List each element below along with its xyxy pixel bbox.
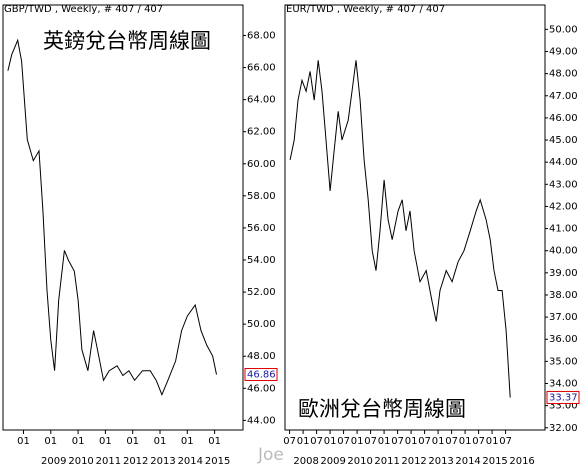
price-line [289, 60, 511, 398]
last-value-box [546, 390, 580, 404]
y-tick-label: 47.00 [549, 91, 578, 102]
price-line [7, 38, 217, 397]
year-label: 2009 [41, 456, 66, 467]
x-tick-label: 07 [499, 436, 512, 447]
year-label: 2009 [320, 456, 345, 467]
x-tick-label: 01 [44, 436, 57, 447]
y-tick-label: 32.00 [549, 423, 578, 434]
y-tick-label: 54.00 [247, 255, 276, 266]
year-label: 2012 [401, 456, 426, 467]
x-tick-label: 01 [351, 436, 364, 447]
y-tick-label: 52.00 [247, 287, 276, 298]
x-tick-label: 01 [208, 436, 221, 447]
y-tick-label: 48.00 [549, 69, 578, 80]
y-tick-label: 36.00 [549, 334, 578, 345]
y-tick-label: 34.00 [549, 379, 578, 390]
x-tick-label: 07 [364, 436, 377, 447]
y-tick-label: 46.00 [549, 113, 578, 124]
x-tick-label: 01 [99, 436, 112, 447]
plot-frame [284, 4, 546, 431]
y-tick-label: 37.00 [549, 312, 578, 323]
y-tick-label: 35.00 [549, 356, 578, 367]
year-label: 2011 [96, 456, 121, 467]
x-tick-label: 01 [459, 436, 472, 447]
y-tick-label: 39.00 [549, 268, 578, 279]
x-tick-label: 01 [17, 436, 30, 447]
watermark: Joe [257, 445, 284, 465]
year-label: 2013 [428, 456, 453, 467]
last-value-box [244, 368, 278, 382]
y-tick-label: 58.00 [247, 191, 276, 202]
year-label: 2015 [482, 456, 507, 467]
panel-header: GBP/TWD , Weekly, # 407 / 407 [4, 4, 163, 15]
year-label: 2010 [347, 456, 372, 467]
panel-title: 英鎊兌台幣周線圖 [43, 29, 211, 53]
x-tick-label: 01 [378, 436, 391, 447]
x-tick-label: 01 [72, 436, 85, 447]
x-tick-label: 01 [126, 436, 139, 447]
y-tick-label: 46.00 [247, 383, 276, 394]
x-tick-label: 07 [391, 436, 404, 447]
y-tick-label: 50.00 [247, 319, 276, 330]
x-tick-label: 07 [472, 436, 485, 447]
year-label: 2012 [123, 456, 148, 467]
y-tick-label: 42.00 [549, 201, 578, 212]
year-label: 2014 [455, 456, 480, 467]
year-label: 2010 [68, 456, 93, 467]
x-tick-label: 01 [324, 436, 337, 447]
y-tick-label: 66.00 [247, 63, 276, 74]
last-value-label: 46.86 [247, 370, 276, 381]
y-tick-label: 49.00 [549, 46, 578, 57]
y-tick-label: 33.00 [549, 401, 578, 412]
x-tick-label: 01 [154, 436, 167, 447]
y-tick-label: 44.00 [247, 415, 276, 426]
panel-title: 歐洲兌台幣周線圖 [298, 397, 466, 421]
year-label: 2013 [150, 456, 175, 467]
x-tick-label: 07 [310, 436, 323, 447]
year-label: 2011 [374, 456, 399, 467]
x-tick-label: 07 [445, 436, 458, 447]
y-tick-label: 43.00 [549, 179, 578, 190]
x-tick-label: 01 [181, 436, 194, 447]
y-tick-label: 50.00 [549, 24, 578, 35]
y-tick-label: 62.00 [247, 127, 276, 138]
year-label: 2014 [178, 456, 203, 467]
year-label: 2015 [205, 456, 230, 467]
year-label: 2008 [293, 456, 318, 467]
plot-frame [2, 4, 244, 431]
x-tick-label: 07 [283, 436, 296, 447]
y-tick-label: 44.00 [549, 157, 578, 168]
y-tick-label: 64.00 [247, 95, 276, 106]
x-tick-label: 07 [337, 436, 350, 447]
y-tick-label: 45.00 [549, 135, 578, 146]
x-tick-label: 01 [432, 436, 445, 447]
x-tick-label: 01 [486, 436, 499, 447]
x-tick-label: 01 [297, 436, 310, 447]
panel-header: EUR/TWD , Weekly, # 407 / 407 [286, 4, 445, 15]
y-tick-label: 38.00 [549, 290, 578, 301]
year-label: 2016 [509, 456, 534, 467]
x-tick-label: 07 [418, 436, 431, 447]
y-tick-label: 68.00 [247, 30, 276, 41]
last-value-label: 33.37 [549, 392, 578, 403]
y-tick-label: 60.00 [247, 159, 276, 170]
y-tick-label: 48.00 [247, 351, 276, 362]
y-tick-label: 41.00 [549, 224, 578, 235]
y-tick-label: 56.00 [247, 223, 276, 234]
x-tick-label: 01 [405, 436, 418, 447]
y-tick-label: 40.00 [549, 246, 578, 257]
